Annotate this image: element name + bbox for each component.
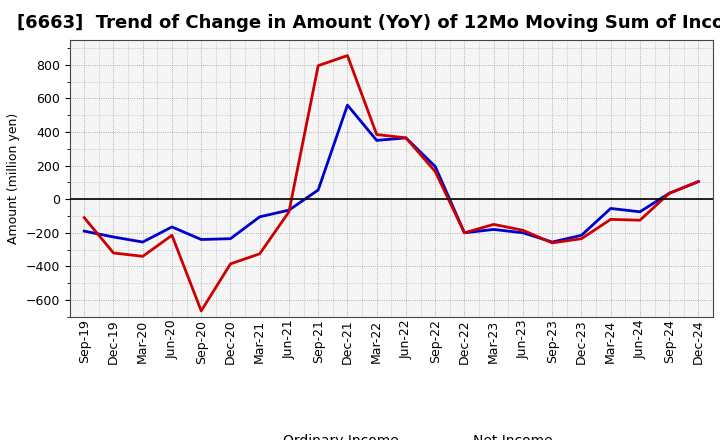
Net Income — [256, 251, 264, 257]
Net Income — [518, 227, 527, 233]
Ordinary Income — [168, 224, 176, 230]
Y-axis label: Amount (million yen): Amount (million yen) — [7, 113, 20, 244]
Ordinary Income — [460, 230, 469, 235]
Net Income — [314, 63, 323, 68]
Net Income — [80, 215, 89, 220]
Net Income — [694, 179, 703, 184]
Ordinary Income — [80, 228, 89, 234]
Title: [6663]  Trend of Change in Amount (YoY) of 12Mo Moving Sum of Incomes: [6663] Trend of Change in Amount (YoY) o… — [17, 15, 720, 33]
Ordinary Income — [372, 138, 381, 143]
Net Income — [168, 233, 176, 238]
Ordinary Income — [109, 235, 118, 240]
Line: Net Income: Net Income — [84, 55, 698, 311]
Ordinary Income — [314, 187, 323, 193]
Net Income — [665, 191, 673, 196]
Net Income — [636, 217, 644, 223]
Net Income — [606, 217, 615, 222]
Ordinary Income — [226, 236, 235, 241]
Ordinary Income — [606, 206, 615, 211]
Legend: Ordinary Income, Net Income: Ordinary Income, Net Income — [225, 429, 558, 440]
Net Income — [138, 254, 147, 259]
Net Income — [548, 240, 557, 246]
Net Income — [284, 209, 293, 214]
Net Income — [402, 135, 410, 140]
Ordinary Income — [197, 237, 205, 242]
Ordinary Income — [636, 209, 644, 214]
Ordinary Income — [256, 214, 264, 220]
Line: Ordinary Income: Ordinary Income — [84, 105, 698, 242]
Net Income — [109, 250, 118, 256]
Net Income — [372, 132, 381, 137]
Ordinary Income — [694, 179, 703, 184]
Net Income — [460, 230, 469, 235]
Ordinary Income — [402, 135, 410, 140]
Ordinary Income — [284, 208, 293, 213]
Net Income — [490, 222, 498, 227]
Ordinary Income — [490, 227, 498, 232]
Net Income — [343, 53, 352, 58]
Ordinary Income — [548, 239, 557, 245]
Net Income — [431, 169, 439, 174]
Ordinary Income — [577, 233, 586, 238]
Ordinary Income — [138, 239, 147, 245]
Ordinary Income — [431, 164, 439, 169]
Ordinary Income — [665, 191, 673, 196]
Ordinary Income — [343, 103, 352, 108]
Net Income — [226, 261, 235, 267]
Net Income — [577, 236, 586, 241]
Net Income — [197, 308, 205, 314]
Ordinary Income — [518, 230, 527, 235]
